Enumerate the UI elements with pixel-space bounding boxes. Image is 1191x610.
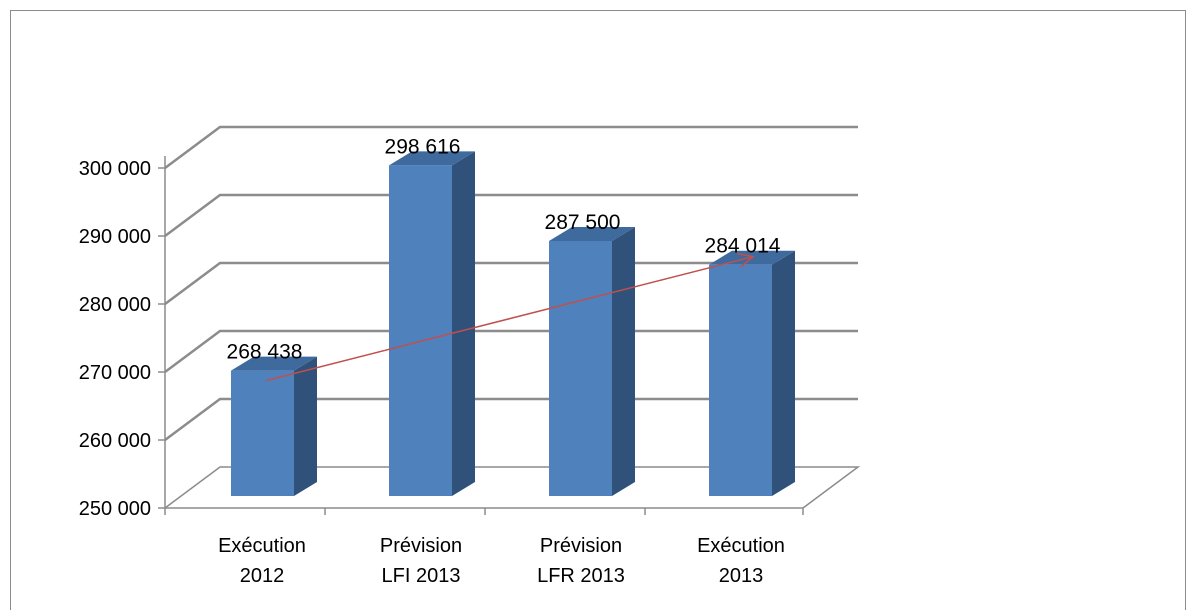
y-tick-label: 250 000 <box>79 498 151 520</box>
x-tick-label-line: Prévision <box>540 535 622 557</box>
x-tick-label-line: LFR 2013 <box>537 565 625 587</box>
bar-side <box>772 250 795 496</box>
y-tick-label: 270 000 <box>79 362 151 384</box>
bar-top <box>231 356 317 371</box>
x-tick-label-line: 2012 <box>240 565 285 587</box>
bar <box>231 370 294 496</box>
data-label: 298 616 <box>385 135 461 158</box>
x-tick-label: Exécution 2012 <box>218 535 306 587</box>
data-label: 287 500 <box>545 211 621 234</box>
bar <box>709 264 772 496</box>
x-tick-label-line: Exécution <box>218 535 306 557</box>
data-label: 268 438 <box>227 341 303 364</box>
floor-outline <box>164 466 861 509</box>
bar-top <box>549 227 635 241</box>
x-tick-label: Exécution 2013 <box>697 535 785 587</box>
gridline <box>164 329 858 374</box>
trend-arrow-head <box>737 252 755 268</box>
y-tick-label: 260 000 <box>79 430 151 452</box>
gridline <box>164 125 858 170</box>
y-tick-label: 280 000 <box>79 294 151 316</box>
data-label: 284 014 <box>705 235 781 258</box>
gridline <box>164 193 858 238</box>
x-tick-label: Prévision LFI 2013 <box>380 535 462 587</box>
bar-side <box>612 227 635 496</box>
gridline <box>164 397 858 442</box>
bar-top <box>389 151 475 166</box>
bar <box>389 165 452 496</box>
x-tick-label-line: 2013 <box>719 565 764 587</box>
bar-side <box>452 151 475 496</box>
x-tick-label-line: Exécution <box>697 535 785 557</box>
x-tick-label-line: Prévision <box>380 535 462 557</box>
trend-arrow-line <box>265 255 754 382</box>
gridline <box>164 261 858 306</box>
y-tick-label: 290 000 <box>79 226 151 248</box>
bar <box>549 241 612 496</box>
x-tick-label-line: LFI 2013 <box>382 565 461 587</box>
x-tick-label: Prévision LFR 2013 <box>537 535 625 587</box>
y-tick-label: 300 000 <box>79 158 151 180</box>
bar-side <box>294 356 317 496</box>
